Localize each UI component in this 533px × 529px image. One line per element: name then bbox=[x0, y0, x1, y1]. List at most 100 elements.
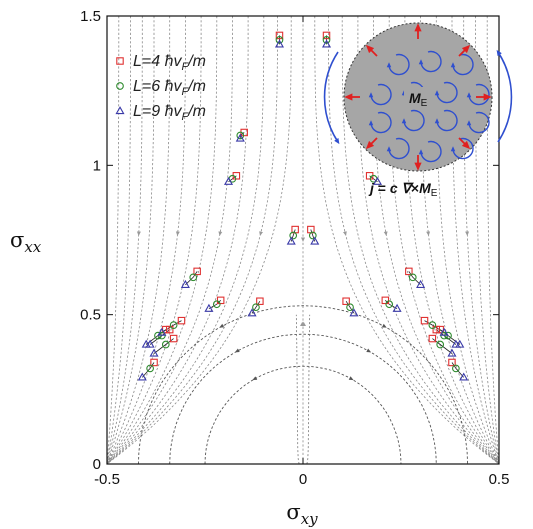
trajectory-segment bbox=[408, 271, 421, 286]
vortex-circulation bbox=[418, 50, 442, 73]
data-point-series-3 bbox=[447, 348, 457, 357]
vortex-circulation bbox=[450, 137, 474, 160]
vortex-circulation bbox=[401, 109, 425, 132]
legend-marker-series-1 bbox=[116, 57, 124, 65]
data-point-series-2 bbox=[436, 340, 445, 349]
flow-line bbox=[435, 16, 499, 464]
edge-current-left bbox=[323, 51, 340, 145]
vortex-circulation bbox=[418, 140, 442, 163]
y-axis-label: σxx bbox=[10, 228, 42, 256]
dome-flow-line bbox=[169, 333, 437, 464]
data-point-series-1 bbox=[165, 325, 174, 334]
data-point-series-3 bbox=[274, 39, 285, 48]
vortex-circulation bbox=[434, 81, 458, 104]
data-point-series-2 bbox=[452, 364, 460, 373]
flow-arrow bbox=[302, 321, 306, 327]
data-point-series-1 bbox=[150, 358, 158, 367]
flow-arrow bbox=[300, 321, 304, 327]
label-backdrop bbox=[404, 87, 434, 107]
vortex-circulation bbox=[368, 111, 392, 134]
x-tick-label: 0 bbox=[299, 471, 307, 488]
dome-flow-line bbox=[137, 305, 469, 464]
data-point-series-2 bbox=[146, 364, 154, 373]
flow-line bbox=[107, 16, 249, 464]
y-tick-label: 1.5 bbox=[80, 8, 101, 25]
trajectory-segment bbox=[432, 338, 453, 354]
flow-line bbox=[404, 16, 499, 464]
data-point-series-1 bbox=[169, 334, 178, 343]
data-point-series-2 bbox=[385, 300, 394, 309]
data-point-series-3 bbox=[286, 236, 296, 245]
data-point-series-3 bbox=[223, 176, 234, 185]
legend: L=4 ħvF/m L=6 ħvF/m L=9 ħvF/m bbox=[115, 53, 206, 123]
data-point-series-3 bbox=[439, 327, 449, 336]
x-axis-label: σxy bbox=[286, 500, 318, 528]
data-point-series-2 bbox=[428, 321, 437, 329]
flow-line bbox=[357, 16, 499, 464]
data-point-series-1 bbox=[193, 267, 201, 276]
data-point-series-2 bbox=[252, 303, 260, 312]
trajectory-segment bbox=[153, 338, 174, 354]
data-point-series-2 bbox=[212, 300, 221, 309]
data-point-series-1 bbox=[432, 325, 441, 334]
legend-marker-series-2 bbox=[116, 82, 124, 90]
edge-current-right bbox=[496, 49, 513, 143]
flow-line bbox=[341, 16, 499, 464]
data-point-series-1 bbox=[256, 297, 264, 305]
legend-marker-series-3 bbox=[115, 106, 125, 115]
data-point-series-1 bbox=[275, 31, 284, 40]
data-point-series-3 bbox=[204, 303, 214, 312]
data-point-series-2 bbox=[408, 273, 417, 282]
flow-line bbox=[107, 16, 171, 464]
data-point-series-1 bbox=[322, 31, 331, 40]
flow-line bbox=[107, 16, 131, 464]
flow-line bbox=[373, 16, 499, 464]
data-point-series-1 bbox=[420, 316, 429, 325]
y-tick-label: 0 bbox=[93, 456, 101, 473]
data-point-series-1 bbox=[177, 316, 186, 325]
data-point-series-3 bbox=[247, 308, 257, 317]
rg-flow-lines bbox=[107, 16, 499, 464]
flow-line bbox=[107, 16, 186, 464]
vortex-circulation bbox=[368, 83, 392, 106]
data-point-series-2 bbox=[289, 231, 298, 240]
data-point-series-3 bbox=[372, 176, 383, 185]
data-point-series-3 bbox=[137, 372, 147, 381]
vortex-circulation bbox=[466, 111, 490, 134]
flow-line bbox=[107, 16, 233, 464]
field-arrow bbox=[458, 137, 471, 150]
legend-label-series-1: L=4 ħvF/m bbox=[133, 53, 206, 73]
data-point-series-2 bbox=[275, 36, 284, 44]
data-point-series-3 bbox=[392, 303, 402, 312]
data-point-series-3 bbox=[310, 236, 320, 245]
trajectory-segment bbox=[141, 362, 155, 378]
flow-line bbox=[107, 16, 265, 464]
data-point-series-3 bbox=[149, 348, 159, 357]
trajectory-segment bbox=[185, 271, 198, 286]
flow-line bbox=[107, 16, 202, 464]
data-point-series-1 bbox=[216, 296, 225, 305]
inset-vortex-diagram: MEj = c ∇×ME bbox=[323, 22, 513, 199]
field-arrow bbox=[458, 44, 471, 57]
flow-line bbox=[107, 16, 120, 464]
data-point-series-3 bbox=[141, 339, 151, 348]
flow-line bbox=[451, 16, 499, 464]
legend-label-series-2: L=6 ħvF/m bbox=[133, 78, 206, 98]
legend-label-series-3: L=9 ħvF/m bbox=[133, 103, 206, 123]
data-point-series-3 bbox=[321, 39, 332, 48]
field-arrow bbox=[365, 137, 378, 150]
inset-current-equation: j = c ∇×ME bbox=[368, 180, 438, 199]
flow-line bbox=[107, 16, 155, 464]
y-tick-label: 1 bbox=[93, 157, 101, 174]
data-point-series-3 bbox=[455, 339, 465, 348]
vortex-circulation bbox=[434, 109, 458, 132]
data-point-series-2 bbox=[322, 36, 331, 44]
data-point-series-3 bbox=[416, 279, 426, 288]
flow-line bbox=[463, 16, 499, 464]
center-cusp-line bbox=[295, 314, 300, 464]
vortex-circulation bbox=[386, 53, 410, 76]
data-point-series-1 bbox=[428, 334, 437, 343]
data-point-series-3 bbox=[349, 308, 359, 317]
flow-line bbox=[486, 16, 499, 464]
